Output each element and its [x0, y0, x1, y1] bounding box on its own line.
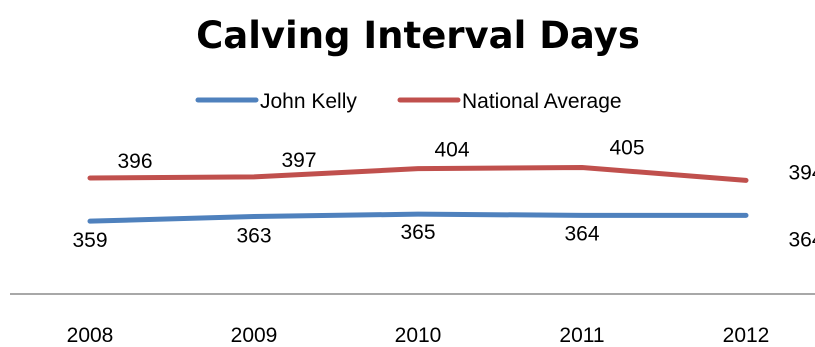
x-tick-label: 2012: [723, 324, 770, 347]
data-label: 394: [788, 161, 815, 184]
x-tick-label: 2009: [231, 324, 278, 347]
data-label: 364: [788, 228, 815, 251]
x-tick-label: 2008: [67, 324, 114, 347]
x-tick-label: 2011: [559, 324, 604, 347]
series-layer: 359 363 365 364 364 396 397 404 405 394: [72, 137, 815, 253]
legend-item: National Average: [397, 90, 622, 113]
chart-title: Calving Interval Days: [196, 14, 640, 57]
legend-item: John Kelly: [195, 90, 357, 113]
data-label: 396: [117, 150, 152, 173]
series-line: [87, 211, 749, 224]
data-label: 363: [236, 225, 271, 248]
data-label: 404: [434, 139, 469, 162]
data-label: 364: [564, 222, 599, 245]
data-label: 359: [72, 229, 107, 252]
data-label: 397: [281, 149, 316, 172]
data-label: 405: [609, 137, 644, 160]
series-line: [87, 165, 749, 183]
x-axis-ticks: 2008 2009 2010 2011 2012: [67, 324, 770, 347]
data-label: 365: [400, 221, 435, 244]
legend-label: National Average: [462, 90, 622, 113]
x-tick-label: 2010: [395, 324, 442, 347]
legend-label: John Kelly: [260, 90, 357, 113]
legend: John Kelly National Average: [195, 90, 622, 113]
